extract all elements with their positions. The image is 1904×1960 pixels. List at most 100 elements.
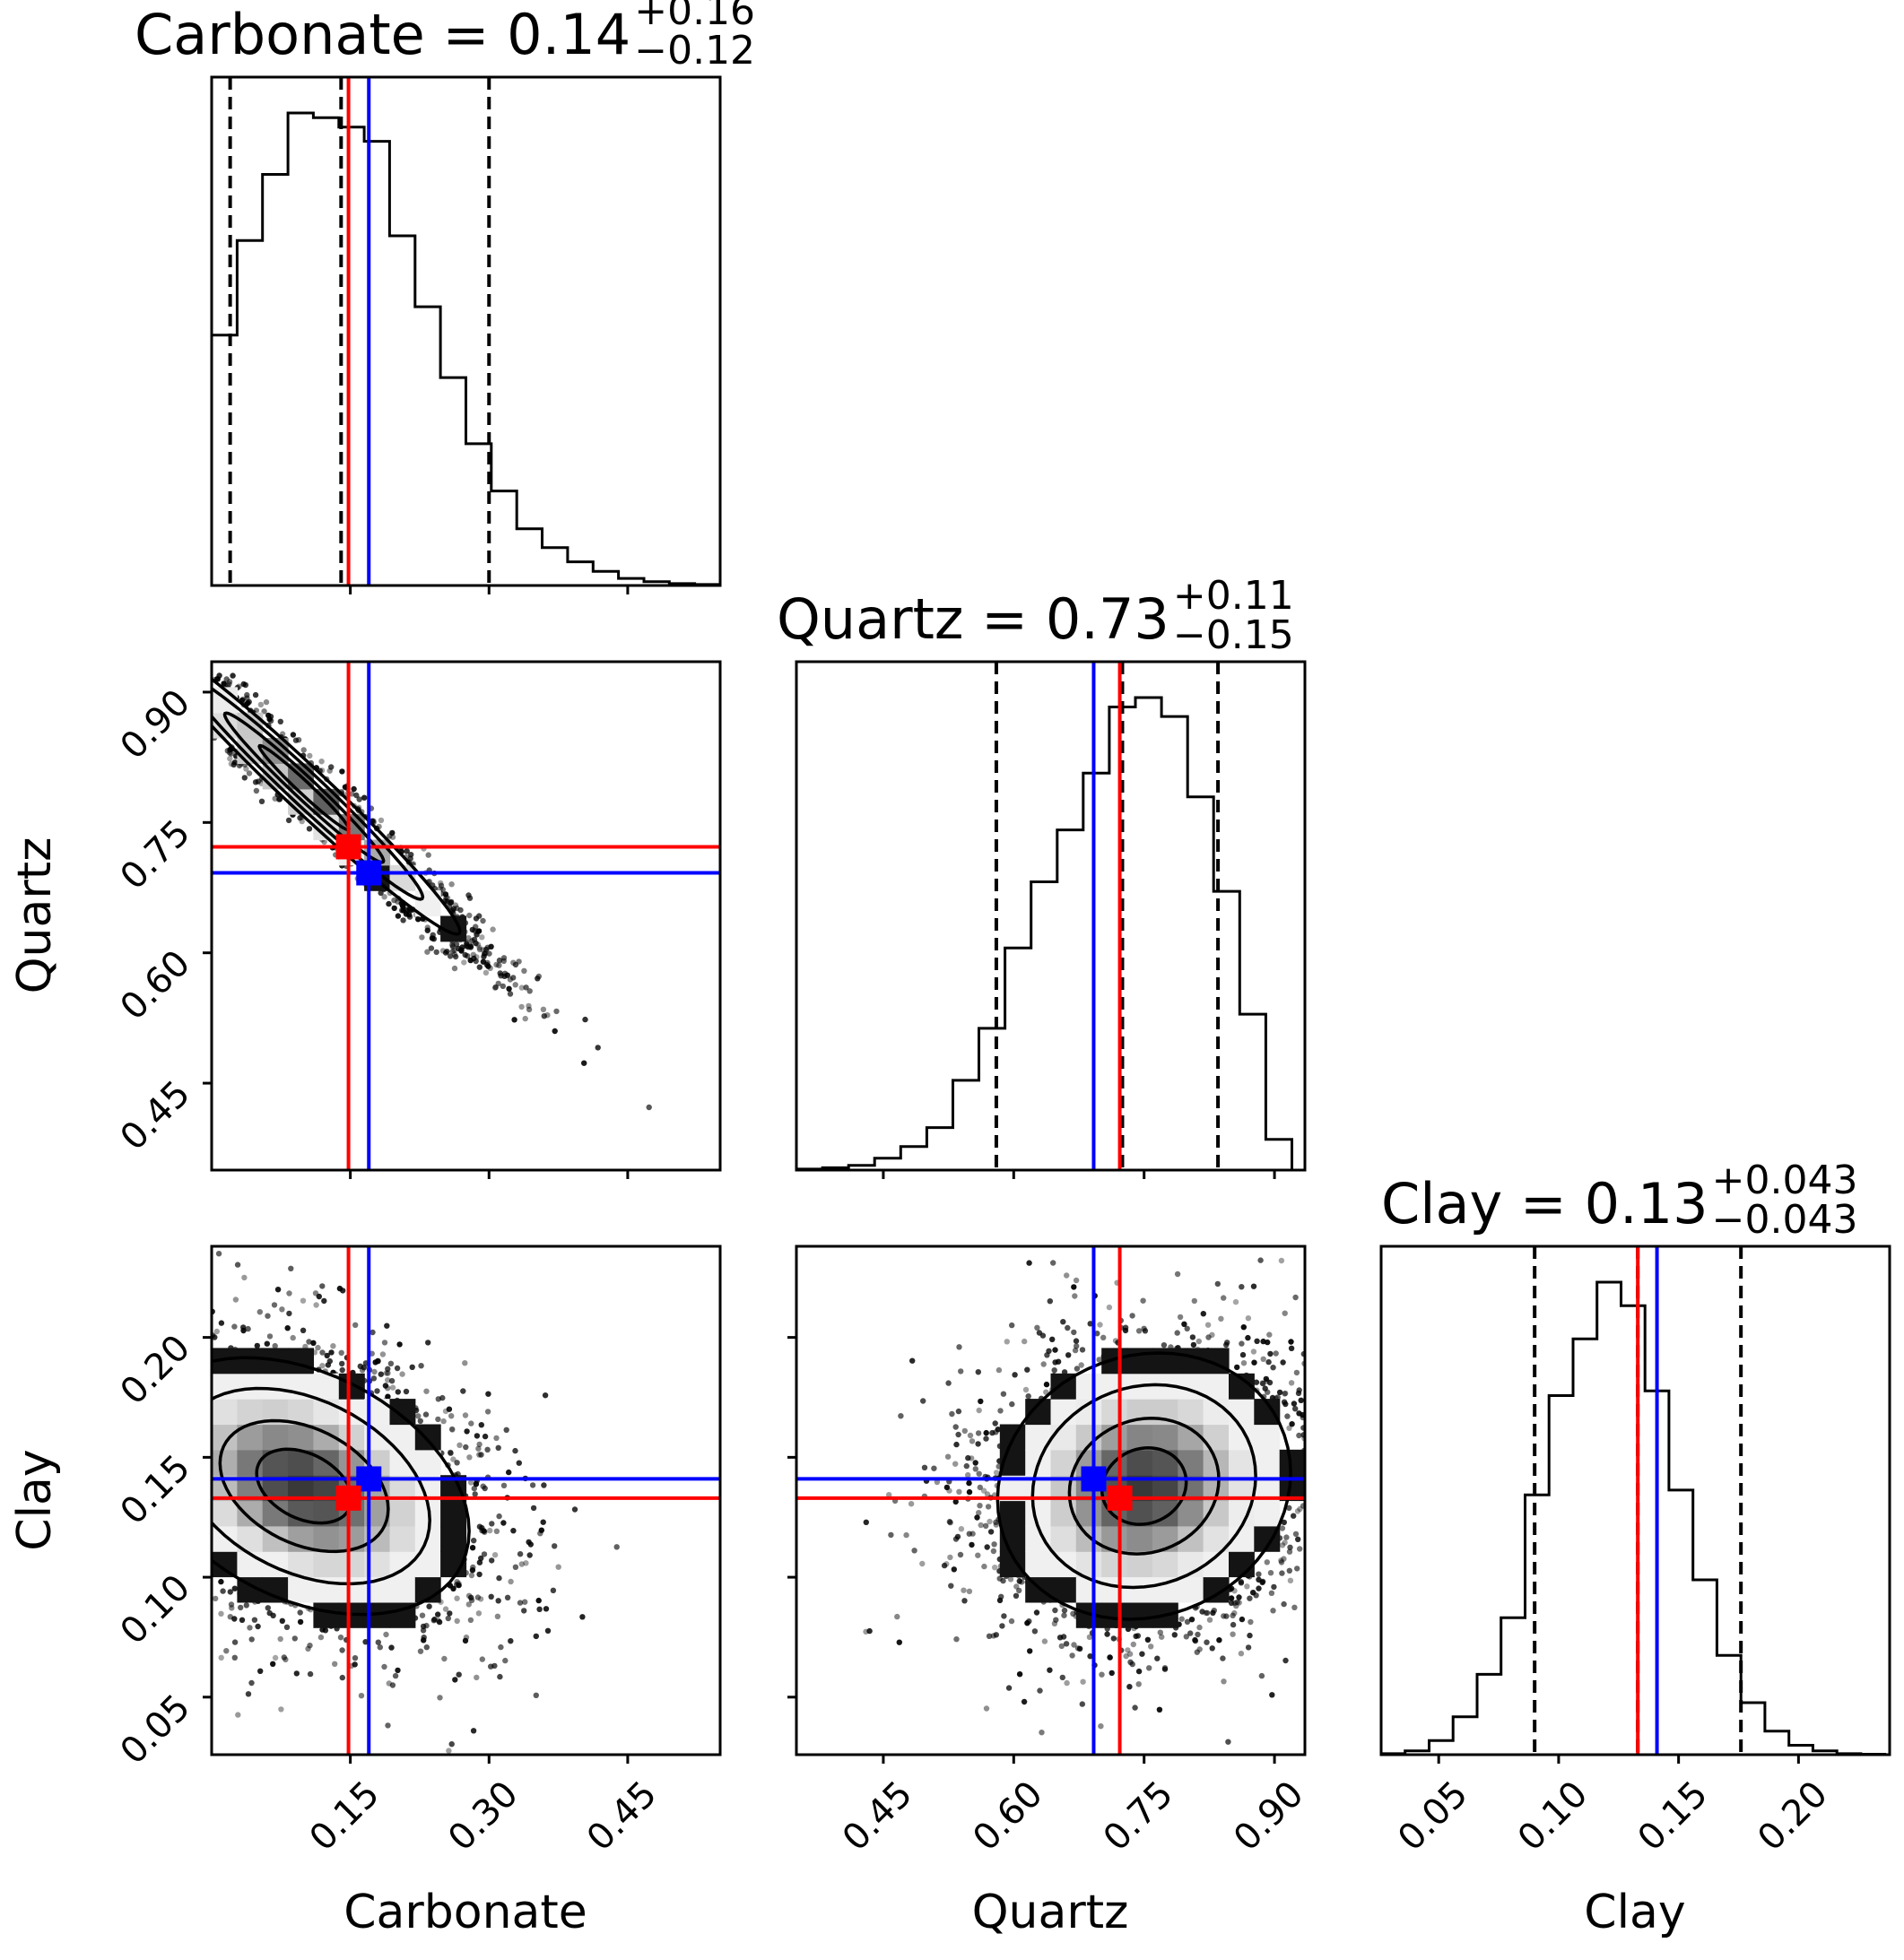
sample-point — [581, 1060, 587, 1066]
sample-point — [473, 958, 479, 965]
sample-point — [385, 1370, 391, 1376]
sample-point — [1016, 1671, 1023, 1678]
sample-point — [646, 1104, 652, 1111]
sample-point — [430, 1617, 437, 1624]
sample-point — [571, 1506, 578, 1513]
sample-point — [485, 1391, 491, 1397]
sample-point — [494, 1613, 501, 1620]
sample-point — [255, 1623, 261, 1630]
sample-point — [1251, 1359, 1257, 1366]
sample-point — [385, 1366, 391, 1373]
sample-point — [1144, 1636, 1152, 1643]
sample-point — [484, 1446, 491, 1453]
sample-point — [295, 737, 302, 743]
sample-point — [1234, 1364, 1240, 1371]
sample-point — [307, 752, 313, 759]
density-cell — [1025, 1551, 1052, 1578]
x-tick-label: 0.45 — [579, 1774, 665, 1860]
sample-point — [488, 1663, 494, 1669]
sample-point — [218, 1610, 224, 1617]
sample-point — [975, 1430, 982, 1436]
sample-point — [235, 1712, 241, 1718]
sample-point — [1296, 1387, 1302, 1393]
density-cell — [1101, 1551, 1128, 1578]
sample-point — [1031, 1628, 1039, 1635]
sample-point — [507, 991, 514, 997]
sample-point — [385, 1722, 391, 1729]
sample-point — [378, 1371, 384, 1377]
sample-point — [1196, 1624, 1203, 1631]
sample-point — [1294, 1565, 1300, 1572]
sample-point — [496, 957, 503, 964]
sample-point — [337, 1635, 344, 1641]
sample-point — [475, 1445, 482, 1452]
sample-point — [339, 1647, 345, 1653]
sample-point — [943, 1484, 951, 1491]
sample-point — [983, 1429, 989, 1436]
sample-point — [242, 681, 249, 689]
sample-point — [248, 1679, 255, 1687]
sample-point — [1194, 1649, 1201, 1655]
sample-point — [369, 1329, 376, 1336]
sample-point — [383, 1631, 389, 1638]
sample-point — [391, 905, 397, 912]
sample-point — [550, 1587, 557, 1594]
sample-point — [450, 1585, 456, 1592]
sample-point — [1248, 1618, 1254, 1626]
sample-point — [236, 762, 243, 769]
sample-point — [476, 946, 483, 953]
sample-point — [464, 1428, 470, 1435]
sample-point — [1108, 1669, 1115, 1677]
sample-point — [240, 696, 247, 702]
contour-line-1 — [212, 677, 462, 936]
sample-point — [1135, 1668, 1143, 1675]
sample-point — [1223, 1341, 1230, 1349]
sample-point — [480, 917, 486, 924]
density-cell — [440, 1500, 467, 1527]
sample-point — [448, 1449, 454, 1456]
sample-point — [444, 898, 450, 905]
sample-point — [1184, 1618, 1191, 1626]
sample-point — [947, 1519, 953, 1526]
sample-point — [1218, 1315, 1224, 1323]
density-cell — [1075, 1373, 1102, 1400]
sample-point — [394, 1365, 401, 1372]
sample-point — [452, 953, 459, 960]
sample-point — [1056, 1635, 1064, 1641]
sample-point — [245, 700, 251, 707]
sample-point — [952, 1424, 959, 1430]
x-tick-label: 0.90 — [1226, 1774, 1312, 1860]
sample-point — [954, 1533, 961, 1540]
density-cell — [313, 1525, 340, 1552]
sample-point — [490, 926, 496, 932]
sample-point — [481, 953, 487, 959]
sample-point — [1283, 1534, 1290, 1540]
sample-point — [1072, 1347, 1079, 1354]
sample-point — [1286, 1505, 1292, 1512]
sample-point — [339, 768, 345, 775]
sample-point — [317, 1634, 325, 1641]
sample-point — [947, 1554, 953, 1561]
sample-point — [476, 964, 483, 970]
sample-point — [425, 1340, 431, 1346]
sample-point — [1061, 1612, 1067, 1618]
sample-point — [1126, 1684, 1133, 1690]
sample-point — [482, 1485, 488, 1492]
density-cell — [1101, 1601, 1128, 1628]
sample-point — [435, 1611, 441, 1617]
sample-point — [977, 1484, 984, 1491]
density-cell — [262, 1373, 289, 1400]
sample-point — [1286, 1567, 1293, 1574]
sample-point — [271, 1302, 278, 1308]
sample-point — [1286, 1425, 1292, 1432]
sample-point — [976, 1407, 982, 1414]
sample-point — [310, 1340, 317, 1347]
density-cell — [313, 1551, 340, 1578]
sample-point — [963, 1462, 970, 1470]
sample-point — [1104, 1631, 1110, 1637]
title-quartz-lower-error: −0.15 — [1173, 612, 1294, 658]
sample-point — [1080, 1678, 1086, 1685]
sample-point — [1027, 1648, 1033, 1654]
title-clay-lower-error: −0.043 — [1712, 1197, 1858, 1243]
sample-point — [1256, 1571, 1262, 1577]
